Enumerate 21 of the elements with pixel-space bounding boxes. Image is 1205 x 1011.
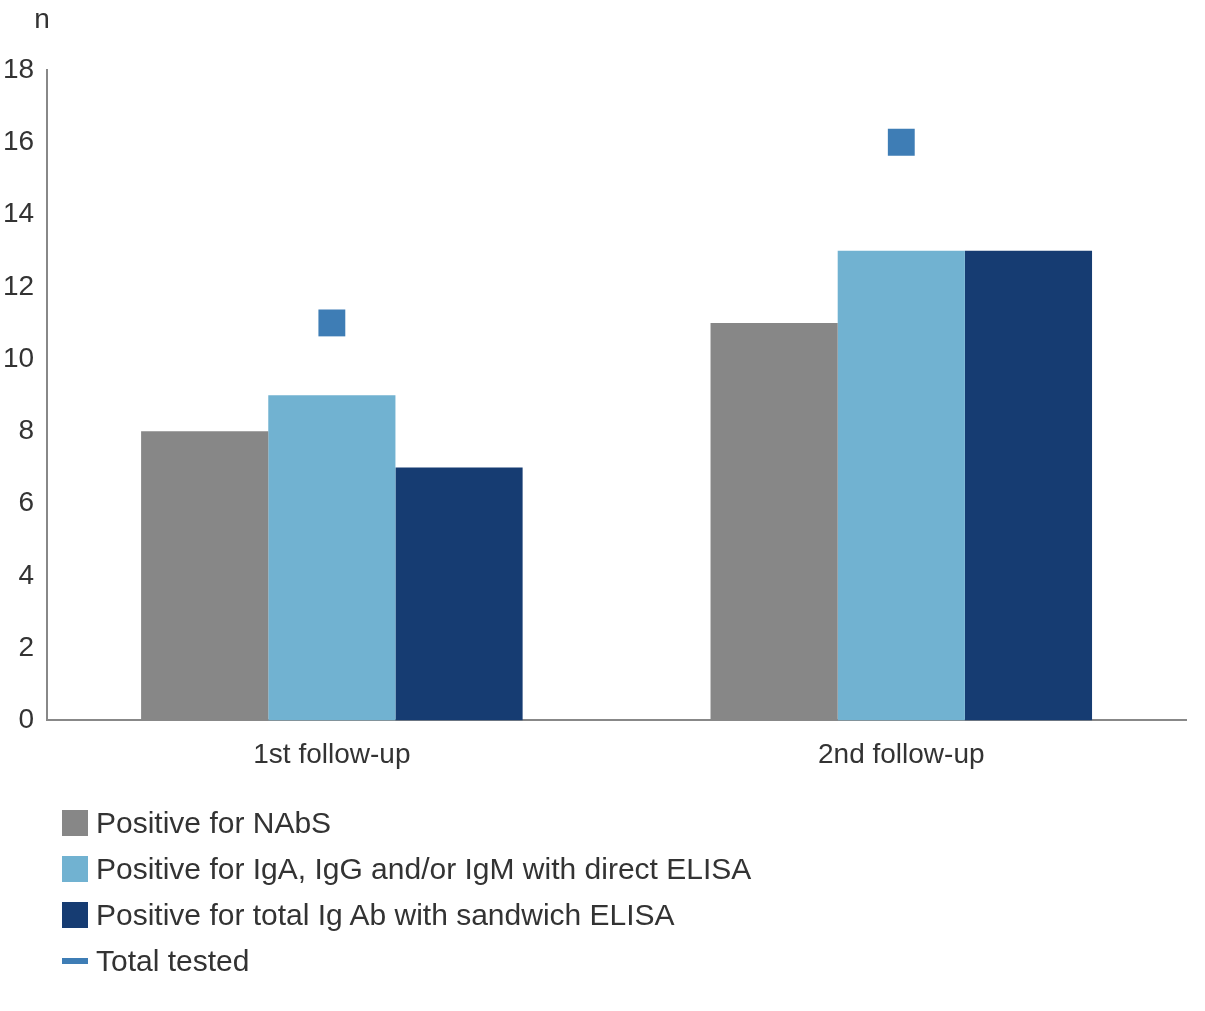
legend-label: Positive for IgA, IgG and/or IgM with direct ELISA	[96, 852, 752, 886]
y-tick-label: 18	[2, 52, 35, 84]
bar	[395, 467, 523, 721]
y-tick-label: 2	[18, 630, 35, 662]
legend-label: Positive for total Ig Ab with sandwich ELISA	[96, 898, 675, 932]
y-tick-label: 4	[18, 558, 35, 590]
bar	[837, 250, 965, 721]
legend-label: Total tested	[96, 944, 250, 978]
bar	[964, 250, 1093, 721]
y-tick-label: 14	[2, 197, 35, 229]
y-tick-label: 16	[2, 124, 35, 156]
y-tick-label: 12	[2, 269, 35, 301]
y-tick-label: 10	[2, 341, 35, 373]
y-tick-label: 6	[18, 486, 35, 518]
legend-label: Positive for NAbS	[96, 806, 332, 840]
y-tick-label: 8	[18, 414, 35, 446]
bar	[268, 395, 396, 721]
x-tick-label: 1st follow-up	[253, 737, 411, 769]
y-axis-title: n	[34, 2, 50, 34]
y-tick-label: 0	[18, 703, 35, 735]
x-tick-label: 2nd follow-up	[818, 737, 985, 769]
